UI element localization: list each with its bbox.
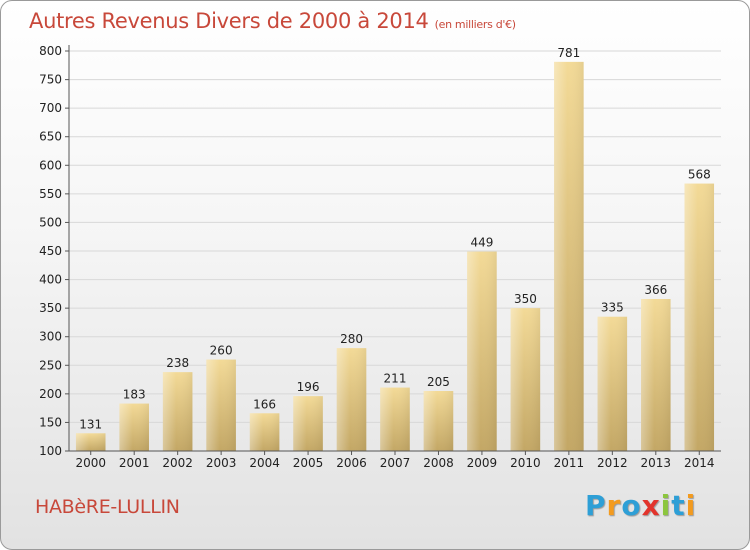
bar-highlight [684, 183, 715, 452]
x-tick-label: 2000 [75, 456, 106, 470]
data-label: 131 [79, 417, 102, 431]
bar-highlight [119, 403, 149, 451]
x-tick-label: 2011 [554, 456, 585, 470]
data-label: 238 [166, 356, 189, 370]
y-tick-label: 200 [39, 387, 62, 401]
y-tick-label: 250 [39, 358, 62, 372]
y-tick-label: 400 [39, 273, 62, 287]
data-label: 196 [297, 380, 320, 394]
data-label: 211 [384, 372, 407, 386]
chart-unit: (en milliers d'€) [434, 18, 516, 31]
logo-letter: i [685, 489, 697, 522]
x-tick-label: 2001 [119, 456, 150, 470]
y-tick-label: 350 [39, 301, 62, 315]
x-tick-label: 2008 [423, 456, 454, 470]
bar-highlight [162, 372, 193, 451]
bar-highlight [336, 348, 367, 451]
y-tick-label: 500 [39, 215, 62, 229]
data-label: 366 [644, 283, 667, 297]
data-label: 449 [470, 236, 493, 250]
data-label: 280 [340, 332, 363, 346]
y-tick-label: 300 [39, 330, 62, 344]
bar-highlight [597, 316, 628, 451]
proxiti-logo: Proxiti [585, 489, 696, 522]
chart-title-text: Autres Revenus Divers de 2000 à 2014 [29, 9, 429, 33]
bar-highlight [554, 61, 584, 451]
data-label: 205 [427, 375, 450, 389]
y-tick-label: 450 [39, 244, 62, 258]
x-tick-label: 2007 [380, 456, 411, 470]
data-label: 260 [210, 344, 233, 358]
data-label: 781 [557, 46, 580, 60]
bar-highlight [293, 396, 323, 451]
y-tick-label: 800 [39, 44, 62, 58]
logo-letter: x [641, 489, 661, 522]
logo-letter: o [621, 489, 642, 522]
bar-highlight [249, 413, 280, 451]
data-label: 166 [253, 397, 276, 411]
y-tick-label: 700 [39, 101, 62, 115]
logo-letter: i [660, 489, 672, 522]
axes [65, 45, 721, 455]
y-tick-label: 650 [39, 130, 62, 144]
data-label: 335 [601, 301, 624, 315]
x-tick-label: 2009 [467, 456, 498, 470]
x-tick-label: 2003 [206, 456, 237, 470]
logo-letter: r [606, 489, 622, 522]
bar-highlight [380, 387, 410, 451]
data-label: 568 [688, 168, 711, 182]
commune-name: HABèRE-LULLIN [35, 496, 180, 518]
bar-highlight [423, 391, 454, 451]
bars [75, 61, 715, 452]
y-tick-label: 600 [39, 158, 62, 172]
bar-highlight [510, 308, 541, 451]
bar-highlight [75, 433, 106, 451]
labels: 100 150 200 250 300 350 400 450 500 550 600 650 700 7… [39, 44, 714, 470]
logo-letter: P [585, 489, 607, 522]
bar-highlight [641, 299, 671, 451]
y-tick-label: 150 [39, 415, 62, 429]
x-tick-label: 2014 [684, 456, 715, 470]
x-tick-label: 2005 [293, 456, 324, 470]
bar-highlight [467, 251, 497, 451]
x-tick-label: 2004 [249, 456, 280, 470]
y-tick-label: 750 [39, 73, 62, 87]
data-label: 350 [514, 292, 537, 306]
bar-highlight [206, 359, 236, 451]
x-tick-label: 2002 [162, 456, 193, 470]
y-tick-label: 550 [39, 187, 62, 201]
logo-letter: t [671, 489, 686, 522]
chart-title: Autres Revenus Divers de 2000 à 2014 (en … [29, 9, 516, 33]
x-tick-label: 2012 [597, 456, 628, 470]
x-tick-label: 2010 [510, 456, 541, 470]
x-tick-label: 2006 [336, 456, 367, 470]
y-tick-label: 100 [39, 444, 62, 458]
data-label: 183 [123, 388, 146, 402]
x-tick-label: 2013 [641, 456, 672, 470]
